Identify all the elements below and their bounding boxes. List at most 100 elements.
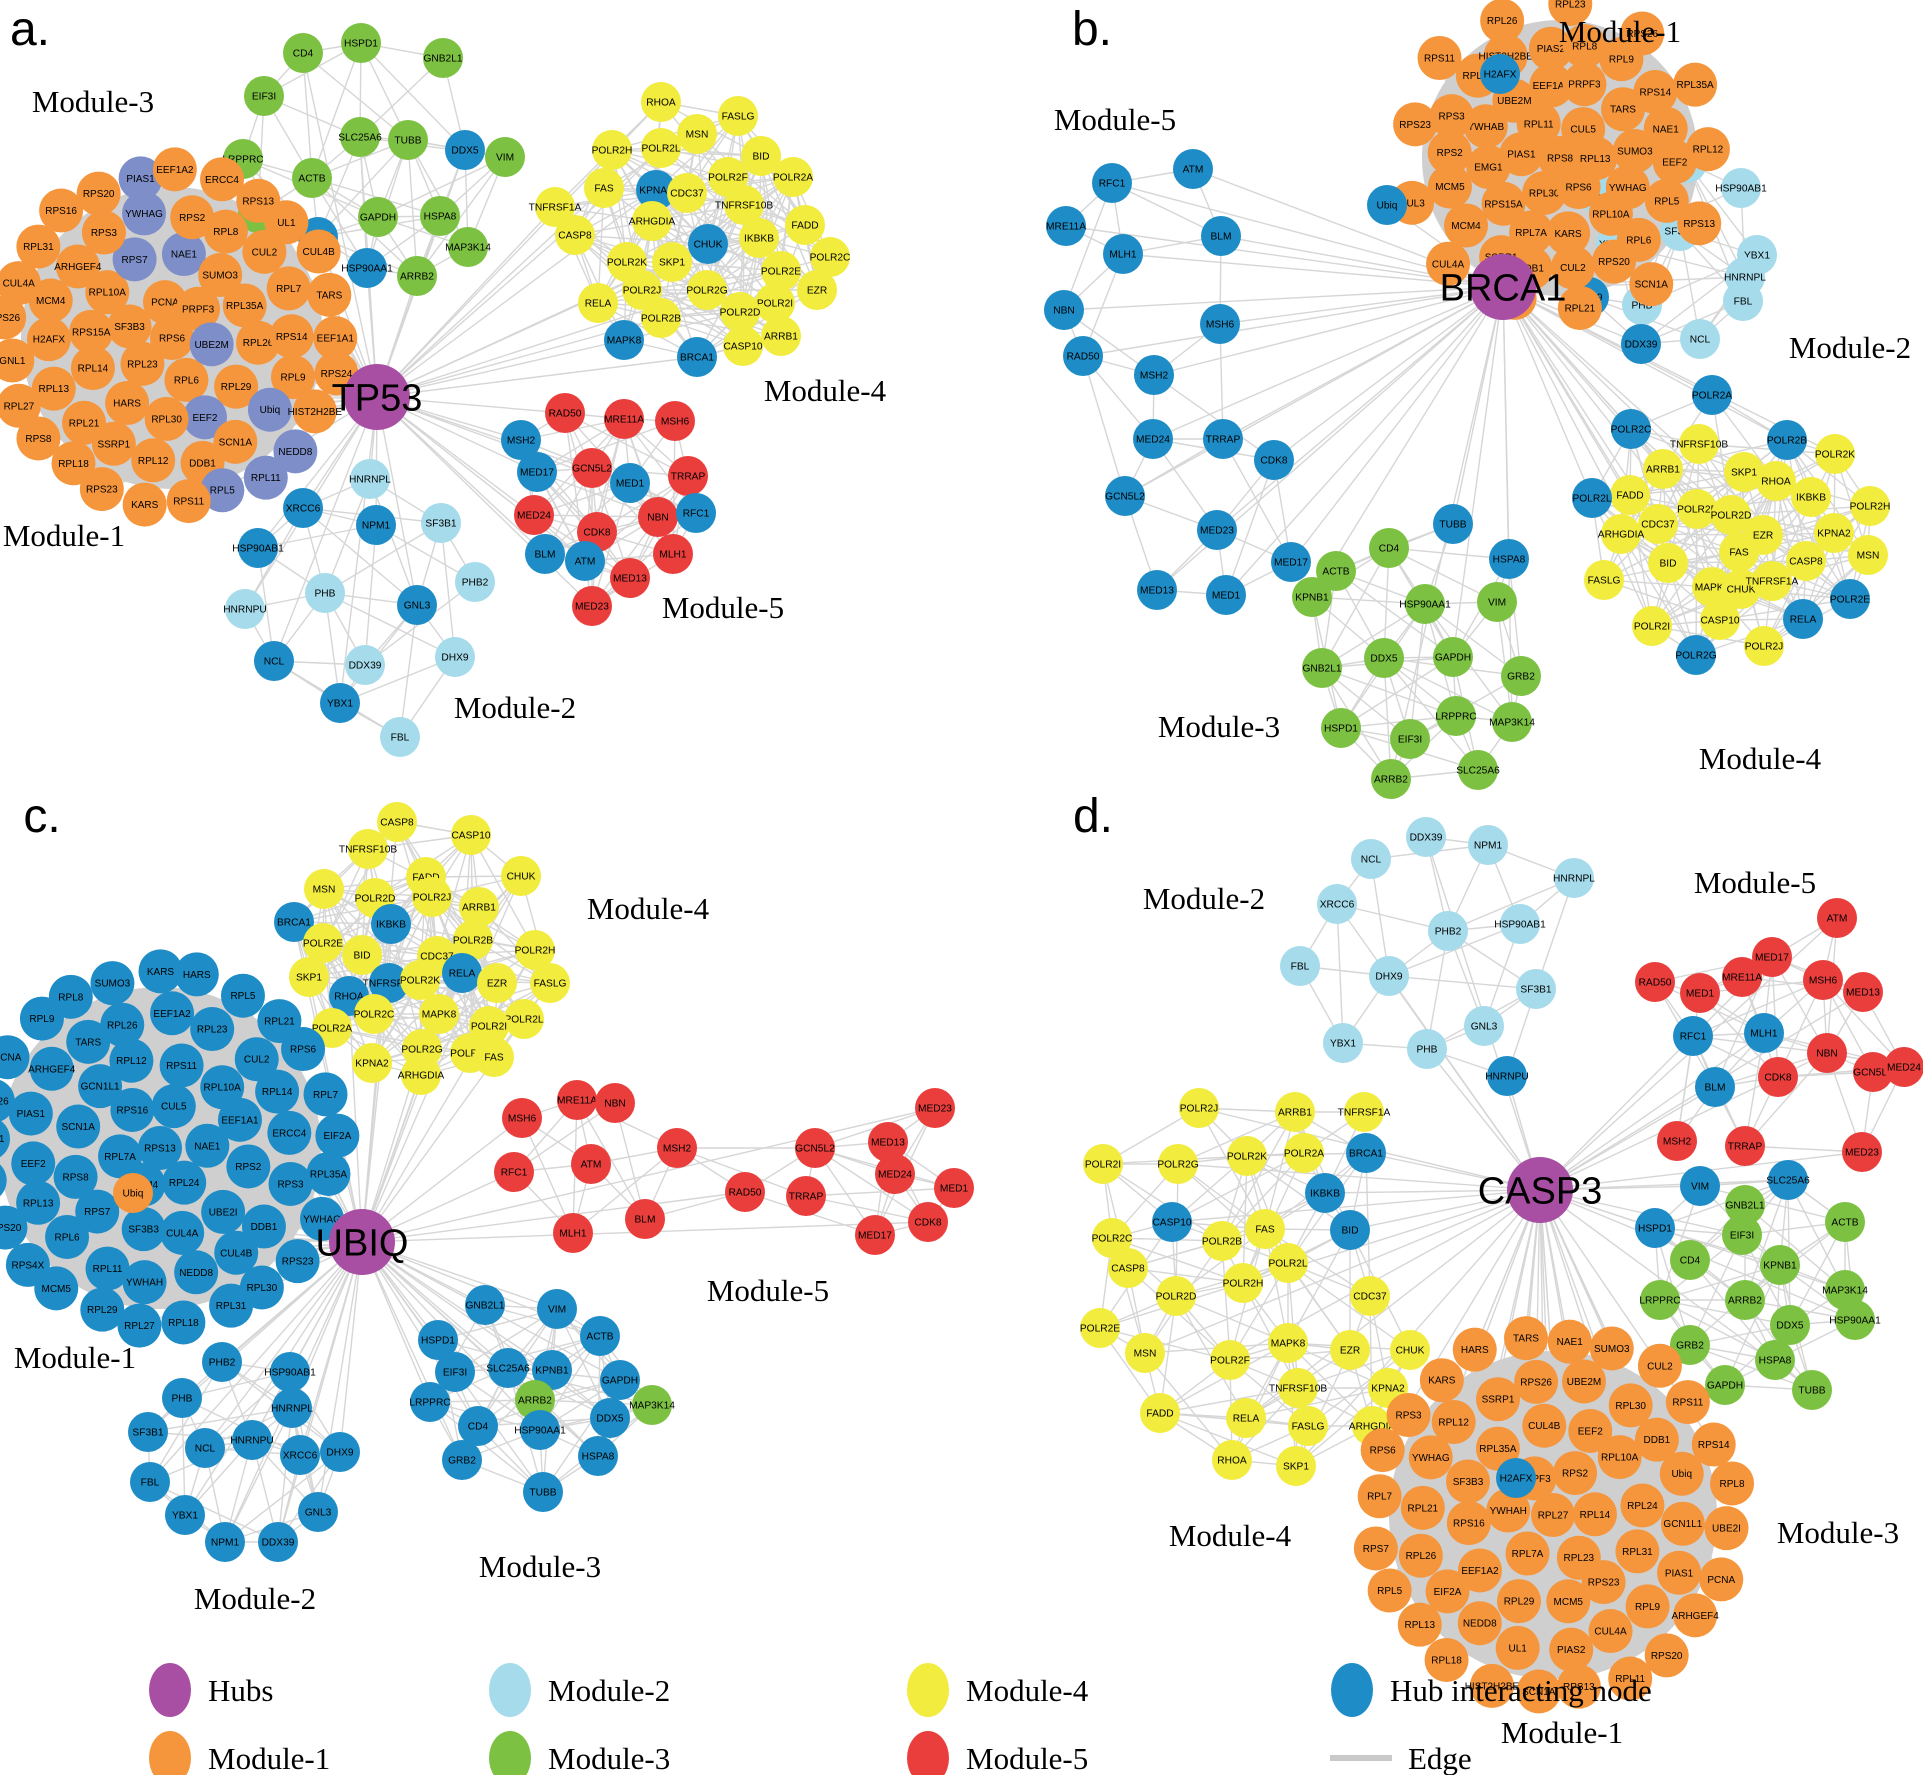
node-RPL14[interactable]: RPL14 xyxy=(1572,1492,1617,1537)
node-MED17[interactable]: MED17 xyxy=(855,1215,895,1255)
node-SF3B1[interactable]: SF3B1 xyxy=(421,503,461,543)
node-CASP10[interactable]: CASP10 xyxy=(723,326,763,366)
node-NPM1[interactable]: NPM1 xyxy=(1468,825,1508,865)
node-EIF2A[interactable]: EIF2A xyxy=(315,1113,360,1158)
node-MSH6[interactable]: MSH6 xyxy=(502,1098,542,1138)
node-ATM[interactable]: ATM xyxy=(565,541,605,581)
node-RPL24[interactable]: RPL24 xyxy=(1620,1483,1665,1528)
node-HARS[interactable]: HARS xyxy=(105,381,150,426)
node-FADD[interactable]: FADD xyxy=(785,205,825,245)
node-POLR2F[interactable]: POLR2F xyxy=(1210,1340,1250,1380)
node-RPS3[interactable]: RPS3 xyxy=(1429,94,1474,139)
node-RPS20[interactable]: RPS20 xyxy=(76,171,121,216)
node-RPL6[interactable]: RPL6 xyxy=(45,1214,90,1259)
node-POLR2H[interactable]: POLR2H xyxy=(592,130,633,170)
node-GCN1L1[interactable]: GCN1L1 xyxy=(1660,1501,1705,1546)
node-SUMO3[interactable]: SUMO3 xyxy=(1589,1326,1634,1371)
node-FASLG[interactable]: FASLG xyxy=(1288,1406,1328,1446)
node-ERCC4[interactable]: ERCC4 xyxy=(267,1110,312,1155)
node-SKP1[interactable]: SKP1 xyxy=(652,242,692,282)
node-RPL7A[interactable]: RPL7A xyxy=(1505,1531,1550,1576)
node-DHX9[interactable]: DHX9 xyxy=(435,637,475,677)
node-CDC37[interactable]: CDC37 xyxy=(1638,504,1678,544)
node-XRCC6[interactable]: XRCC6 xyxy=(283,488,323,528)
node-CASP10[interactable]: CASP10 xyxy=(1700,600,1740,640)
node-PIAS2[interactable]: PIAS2 xyxy=(1549,1627,1594,1672)
node-TARS[interactable]: TARS xyxy=(1504,1316,1549,1361)
node-RPS11[interactable]: RPS11 xyxy=(1417,36,1462,81)
node-GNL3[interactable]: GNL3 xyxy=(397,585,437,625)
node-HSPD1[interactable]: HSPD1 xyxy=(1321,708,1361,748)
node-EEF2[interactable]: EEF2 xyxy=(11,1141,56,1186)
node-RPS8[interactable]: RPS8 xyxy=(53,1154,98,1199)
node-ARRB1[interactable]: ARRB1 xyxy=(1643,449,1683,489)
node-RAD50[interactable]: RAD50 xyxy=(545,393,585,433)
node-RPL24[interactable]: RPL24 xyxy=(162,1160,207,1205)
node-KARS[interactable]: KARS xyxy=(122,482,167,527)
node-RPL11[interactable]: RPL11 xyxy=(243,455,288,500)
node-CASP10[interactable]: CASP10 xyxy=(1152,1202,1192,1242)
node-H2AFX[interactable]: H2AFX xyxy=(1480,54,1520,94)
node-RAD50[interactable]: RAD50 xyxy=(1635,962,1675,1002)
node-CASP8[interactable]: CASP8 xyxy=(555,215,595,255)
node-RPL21[interactable]: RPL21 xyxy=(62,400,107,445)
node-CASP8[interactable]: CASP8 xyxy=(1786,541,1826,581)
node-CUL4A[interactable]: CUL4A xyxy=(160,1210,205,1255)
node-PIAS1[interactable]: PIAS1 xyxy=(8,1091,53,1136)
node-TUBB[interactable]: TUBB xyxy=(1433,504,1473,544)
node-MSH6[interactable]: MSH6 xyxy=(655,401,695,441)
node-RPS3[interactable]: RPS3 xyxy=(81,210,126,255)
node-MED24[interactable]: MED24 xyxy=(1884,1047,1923,1087)
node-RAD50[interactable]: RAD50 xyxy=(725,1172,765,1212)
node-KPNB1[interactable]: KPNB1 xyxy=(1292,577,1332,617)
node-RPS15A[interactable]: RPS15A xyxy=(69,309,114,354)
node-BRCA1[interactable]: BRCA1 xyxy=(677,337,717,377)
node-POLR2L[interactable]: POLR2L xyxy=(504,999,544,1039)
node-HSPA8[interactable]: HSPA8 xyxy=(578,1436,618,1476)
node-FAS[interactable]: FAS xyxy=(584,168,624,208)
node-MSH6[interactable]: MSH6 xyxy=(1803,960,1843,1000)
node-MED24[interactable]: MED24 xyxy=(514,495,554,535)
node-BLM[interactable]: BLM xyxy=(1695,1067,1735,1107)
node-MED1[interactable]: MED1 xyxy=(610,463,650,503)
hub-node-UBIQ[interactable]: UBIQ xyxy=(316,1209,409,1275)
node-MSN[interactable]: MSN xyxy=(304,869,344,909)
node-MAP3K14[interactable]: MAP3K14 xyxy=(1489,702,1535,742)
node-ATM[interactable]: ATM xyxy=(571,1144,611,1184)
node-HSPD1[interactable]: HSPD1 xyxy=(341,23,381,63)
node-RPL18[interactable]: RPL18 xyxy=(161,1300,206,1345)
node-HARS[interactable]: HARS xyxy=(174,952,219,997)
node-RPL35A[interactable]: RPL35A xyxy=(1673,62,1718,107)
node-RPS26[interactable]: RPS26 xyxy=(1514,1359,1559,1404)
node-RPL5[interactable]: RPL5 xyxy=(1367,1568,1412,1613)
node-RPS11[interactable]: RPS11 xyxy=(166,479,211,524)
node-BID[interactable]: BID xyxy=(1648,543,1688,583)
node-HNRNPU[interactable]: HNRNPU xyxy=(223,589,267,629)
node-RPL12[interactable]: RPL12 xyxy=(131,438,176,483)
node-SCN1A[interactable]: SCN1A xyxy=(56,1104,101,1149)
node-SKP1[interactable]: SKP1 xyxy=(289,957,329,997)
node-MED13[interactable]: MED13 xyxy=(610,558,650,598)
node-RPS14[interactable]: RPS14 xyxy=(1691,1422,1736,1467)
node-MSH2[interactable]: MSH2 xyxy=(1657,1121,1697,1161)
node-MAPK8[interactable]: MAPK8 xyxy=(604,320,644,360)
node-POLR2C[interactable]: POLR2C xyxy=(354,994,395,1034)
node-RPL13[interactable]: RPL13 xyxy=(1397,1602,1442,1647)
node-RHOA[interactable]: RHOA xyxy=(1756,461,1796,501)
node-RPL11[interactable]: RPL11 xyxy=(85,1246,130,1291)
node-PHB[interactable]: PHB xyxy=(1407,1029,1447,1069)
node-RPS7[interactable]: RPS7 xyxy=(1353,1526,1398,1571)
node-TRRAP[interactable]: TRRAP xyxy=(1725,1126,1765,1166)
node-TRRAP[interactable]: TRRAP xyxy=(668,456,708,496)
node-FADD[interactable]: FADD xyxy=(1140,1393,1180,1433)
node-RPL31[interactable]: RPL31 xyxy=(1615,1529,1660,1574)
node-RELA[interactable]: RELA xyxy=(1226,1398,1266,1438)
node-NPM1[interactable]: NPM1 xyxy=(356,505,396,545)
node-MLH1[interactable]: MLH1 xyxy=(1103,234,1143,274)
node-RPL8[interactable]: RPL8 xyxy=(203,209,248,254)
node-RFC1[interactable]: RFC1 xyxy=(676,493,716,533)
node-MED13[interactable]: MED13 xyxy=(1843,972,1883,1012)
node-POLR2I[interactable]: POLR2I xyxy=(1632,606,1672,646)
node-MED17[interactable]: MED17 xyxy=(517,452,557,492)
node-NPM1[interactable]: NPM1 xyxy=(205,1522,245,1562)
